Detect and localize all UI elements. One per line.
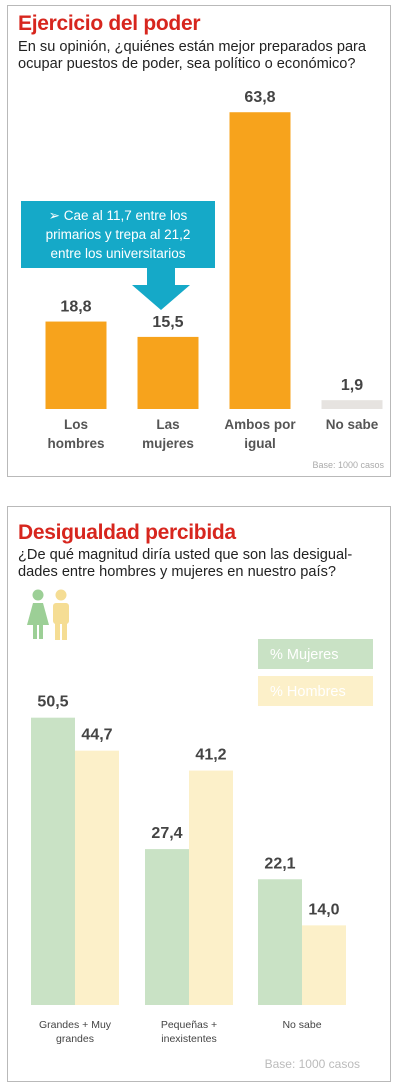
bar xyxy=(302,925,346,1005)
chart-subtitle: En su opinión, ¿quiénes están mejor prep… xyxy=(18,39,390,73)
category-label: Los xyxy=(64,417,88,432)
legend-label: % Mujeres xyxy=(270,647,339,663)
bar-value-label: 44,7 xyxy=(81,727,112,744)
bar xyxy=(321,400,383,409)
bar xyxy=(145,849,189,1005)
category-label: mujeres xyxy=(142,436,194,451)
bar xyxy=(75,750,119,1005)
bar xyxy=(229,112,291,409)
category-label: inexistentes xyxy=(161,1033,216,1045)
bar-value-label: 18,8 xyxy=(60,299,91,316)
subtitle-line: ¿De qué magnitud diría usted que son las… xyxy=(18,547,353,563)
chart-title: Desigualdad percibida xyxy=(18,521,236,544)
chart-subtitle: ¿De qué magnitud diría usted que son las… xyxy=(18,547,390,581)
category-label: No sabe xyxy=(282,1019,321,1031)
chart-panel-desigualdad: Desigualdad percibida ¿De qué magnitud d… xyxy=(7,506,391,1082)
legend-swatch xyxy=(258,639,373,669)
female-person-icon xyxy=(27,589,49,639)
category-label: hombres xyxy=(47,436,104,451)
bar-chart-desigualdad: 50,5 44,7 Grandes + Muy grandes 27,4 41,2 Pequ… xyxy=(27,589,373,1071)
bar-value-label: 50,5 xyxy=(37,694,68,711)
category-label: Pequeñas + xyxy=(161,1019,217,1031)
subtitle-line: dades entre hombres y mujeres en nuestro… xyxy=(18,564,336,580)
bar-value-label: 14,0 xyxy=(308,901,339,918)
callout-text-line: ➢ Cae al 11,7 entre los xyxy=(49,208,188,223)
bar-value-label: 63,8 xyxy=(244,89,275,106)
category-label: grandes xyxy=(56,1033,94,1045)
base-note: Base: 1000 casos xyxy=(265,1057,360,1071)
bar-value-label: 22,1 xyxy=(264,855,295,872)
category-label: Las xyxy=(156,417,179,432)
legend-swatch xyxy=(258,676,373,706)
category-label: Grandes + Muy xyxy=(39,1019,112,1031)
chart-panel-poder: Ejercicio del poder En su opinión, ¿quié… xyxy=(7,5,391,477)
bar xyxy=(258,879,302,1005)
bar-value-label: 1,9 xyxy=(341,377,363,394)
bar-value-label: 41,2 xyxy=(195,747,226,764)
male-person-icon xyxy=(53,589,69,640)
chart-title: Ejercicio del poder xyxy=(18,12,201,35)
callout-text-line: primarios y trepa al 21,2 xyxy=(46,227,191,242)
category-label: No sabe xyxy=(326,417,379,432)
base-note: Base: 1000 casos xyxy=(312,460,384,470)
subtitle-line: En su opinión, ¿quiénes están mejor prep… xyxy=(18,39,367,55)
legend-label: % Hombres xyxy=(270,684,346,700)
category-label: igual xyxy=(244,436,276,451)
category-label: Ambos por xyxy=(224,417,296,432)
callout-text-line: entre los universitarios xyxy=(50,246,185,261)
bar-value-label: 15,5 xyxy=(152,314,183,331)
subtitle-line: ocupar puestos de poder, sea político o … xyxy=(18,56,356,72)
callout-arrow xyxy=(132,268,190,310)
bar xyxy=(189,770,233,1005)
callout-box xyxy=(21,201,215,268)
bar xyxy=(31,717,75,1005)
bar-chart-poder: 18,8 Los hombres 15,5 Las mujeres 63,8 Ambos po… xyxy=(21,89,384,470)
bar-value-label: 27,4 xyxy=(151,825,182,842)
bar xyxy=(45,321,107,409)
bar xyxy=(137,336,199,409)
